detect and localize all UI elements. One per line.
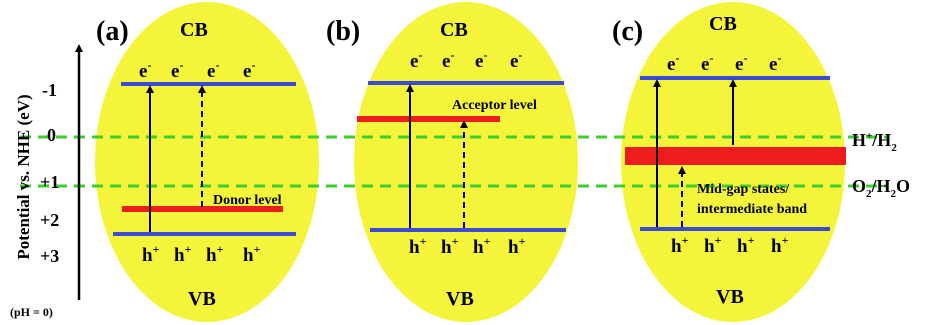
panel-c-electrons: e- e- e- e- [667, 51, 781, 75]
tick-plus1: +1 [40, 172, 59, 192]
electron: e- [510, 48, 522, 72]
panel-c-midgap-label-line2: intermediate band [697, 202, 807, 217]
panel-c-cb: CB [709, 13, 737, 35]
electron: e- [701, 51, 713, 75]
hole: h+ [142, 242, 160, 266]
hole: h+ [174, 242, 192, 266]
hole: h+ [473, 234, 491, 258]
panel-c-midgap-band [625, 147, 846, 165]
electron: e- [667, 51, 679, 75]
panel-b-vb: VB [446, 288, 474, 310]
hole: h+ [671, 233, 689, 257]
electron: e- [207, 58, 219, 82]
hole: h+ [409, 234, 427, 258]
axis-label: Potential vs. NHE (eV) [14, 94, 33, 259]
o-redox-label: O2/H2O [852, 176, 910, 200]
hole: h+ [206, 242, 224, 266]
panel-c-midgap-label-line1: Mid-gap states/ [697, 182, 790, 197]
hole: h+ [737, 233, 755, 257]
panel-b-holes: h+ h+ h+ h+ [409, 234, 526, 258]
electron: e- [139, 58, 151, 82]
hole: h+ [243, 242, 261, 266]
tick-minus1: -1 [42, 80, 57, 100]
panel-a-donor-label: Donor level [213, 193, 282, 208]
ph-note: (pH = 0) [10, 305, 53, 319]
panel-a-tag: (a) [96, 16, 129, 47]
hole: h+ [508, 234, 526, 258]
h-redox-label: H+/H2 [852, 130, 897, 154]
electron: e- [769, 51, 781, 75]
tick-plus2: +2 [40, 210, 59, 230]
tick-plus3: +3 [40, 246, 59, 266]
panel-a-vb: VB [188, 288, 216, 310]
electron: e- [735, 51, 747, 75]
panel-a-ellipse [95, 2, 319, 322]
tick-0: 0 [47, 125, 56, 145]
panel-c-vb: VB [716, 286, 744, 308]
electron: e- [442, 48, 454, 72]
hole: h+ [704, 233, 722, 257]
hole: h+ [771, 233, 789, 257]
panel-a-holes: h+ h+ h+ h+ [142, 242, 261, 266]
electron: e- [475, 48, 487, 72]
panel-c-holes: h+ h+ h+ h+ [671, 233, 789, 257]
panel-a-electrons: e- e- e- e- [139, 58, 255, 82]
panel-b-electrons: e- e- e- e- [410, 48, 522, 72]
panel-b-tag: (b) [326, 16, 360, 47]
panel-b-acceptor-label: Acceptor level [452, 98, 537, 113]
hole: h+ [441, 234, 459, 258]
electron: e- [243, 58, 255, 82]
panel-c-tag: (c) [612, 16, 643, 47]
panel-b-cb: CB [440, 19, 468, 41]
panel-a-cb: CB [180, 19, 208, 41]
panel-b-ellipse [354, 2, 578, 322]
electron: e- [410, 48, 422, 72]
electron: e- [171, 58, 183, 82]
